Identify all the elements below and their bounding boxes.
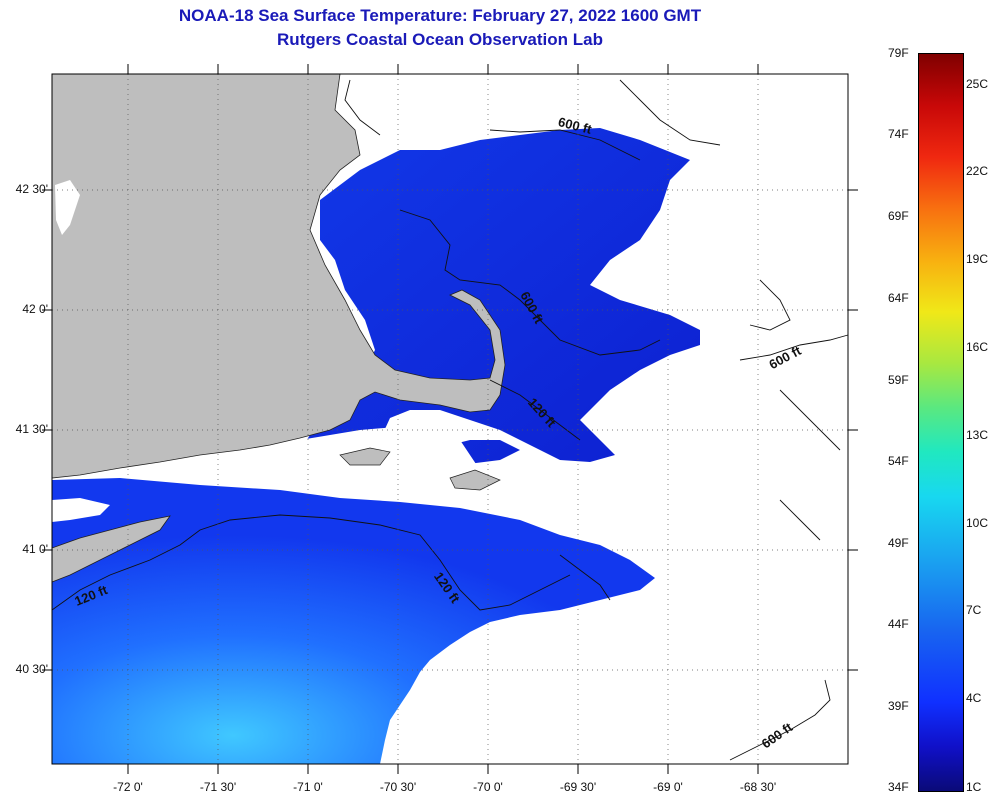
lon-label: -70 0' [473, 780, 503, 794]
sst-ocean-south [52, 478, 655, 764]
colorbar-f-label: 74F [888, 127, 909, 141]
bathymetry-contours [51, 79, 849, 761]
colorbar-c-label: 22C [966, 164, 989, 178]
graticule [52, 74, 848, 764]
land-new-england [51, 73, 506, 479]
colorbar-c-label: 10C [966, 516, 989, 530]
lon-label: -71 30' [199, 780, 237, 794]
lat-label: 41 30' [15, 422, 48, 436]
colorbar-f-label: 39F [888, 699, 909, 713]
colorbar-f-label: 44F [888, 617, 909, 631]
temperature-colorbar [918, 53, 964, 792]
colorbar-f-label: 64F [888, 291, 909, 305]
lon-label: -69 30' [559, 780, 597, 794]
colorbar-f-label: 69F [888, 209, 909, 223]
lon-label: -72 0' [113, 780, 143, 794]
land-long-island [51, 515, 171, 583]
lon-label: -70 30' [379, 780, 417, 794]
lon-label: -71 0' [293, 780, 323, 794]
colorbar-f-label: 59F [888, 373, 909, 387]
lon-label: -69 0' [653, 780, 683, 794]
colorbar-c-label: 19C [966, 252, 989, 266]
colorbar-f-label: 34F [888, 780, 909, 794]
chart-subtitle: Rutgers Coastal Ocean Observation Lab [277, 30, 603, 49]
colorbar-c-label: 4C [966, 691, 982, 705]
colorbar-c-label: 25C [966, 77, 989, 91]
colorbar-c-label: 7C [966, 603, 982, 617]
lat-label: 42 0' [22, 302, 48, 316]
chart-title: NOAA-18 Sea Surface Temperature: Februar… [178, 6, 702, 25]
lat-label: 42 30' [15, 182, 48, 196]
colorbar-c-label: 1C [966, 780, 982, 794]
frame-ticks [42, 64, 858, 774]
colorbar-f-label: 54F [888, 454, 909, 468]
colorbar-f-label: 49F [888, 536, 909, 550]
lat-label: 41 0' [22, 542, 48, 556]
colorbar-c-label: 16C [966, 340, 989, 354]
colorbar-f-label: 79F [888, 46, 909, 60]
colorbar-c-label: 13C [966, 428, 989, 442]
lat-label: 40 30' [15, 662, 48, 676]
lon-label: -68 30' [739, 780, 777, 794]
